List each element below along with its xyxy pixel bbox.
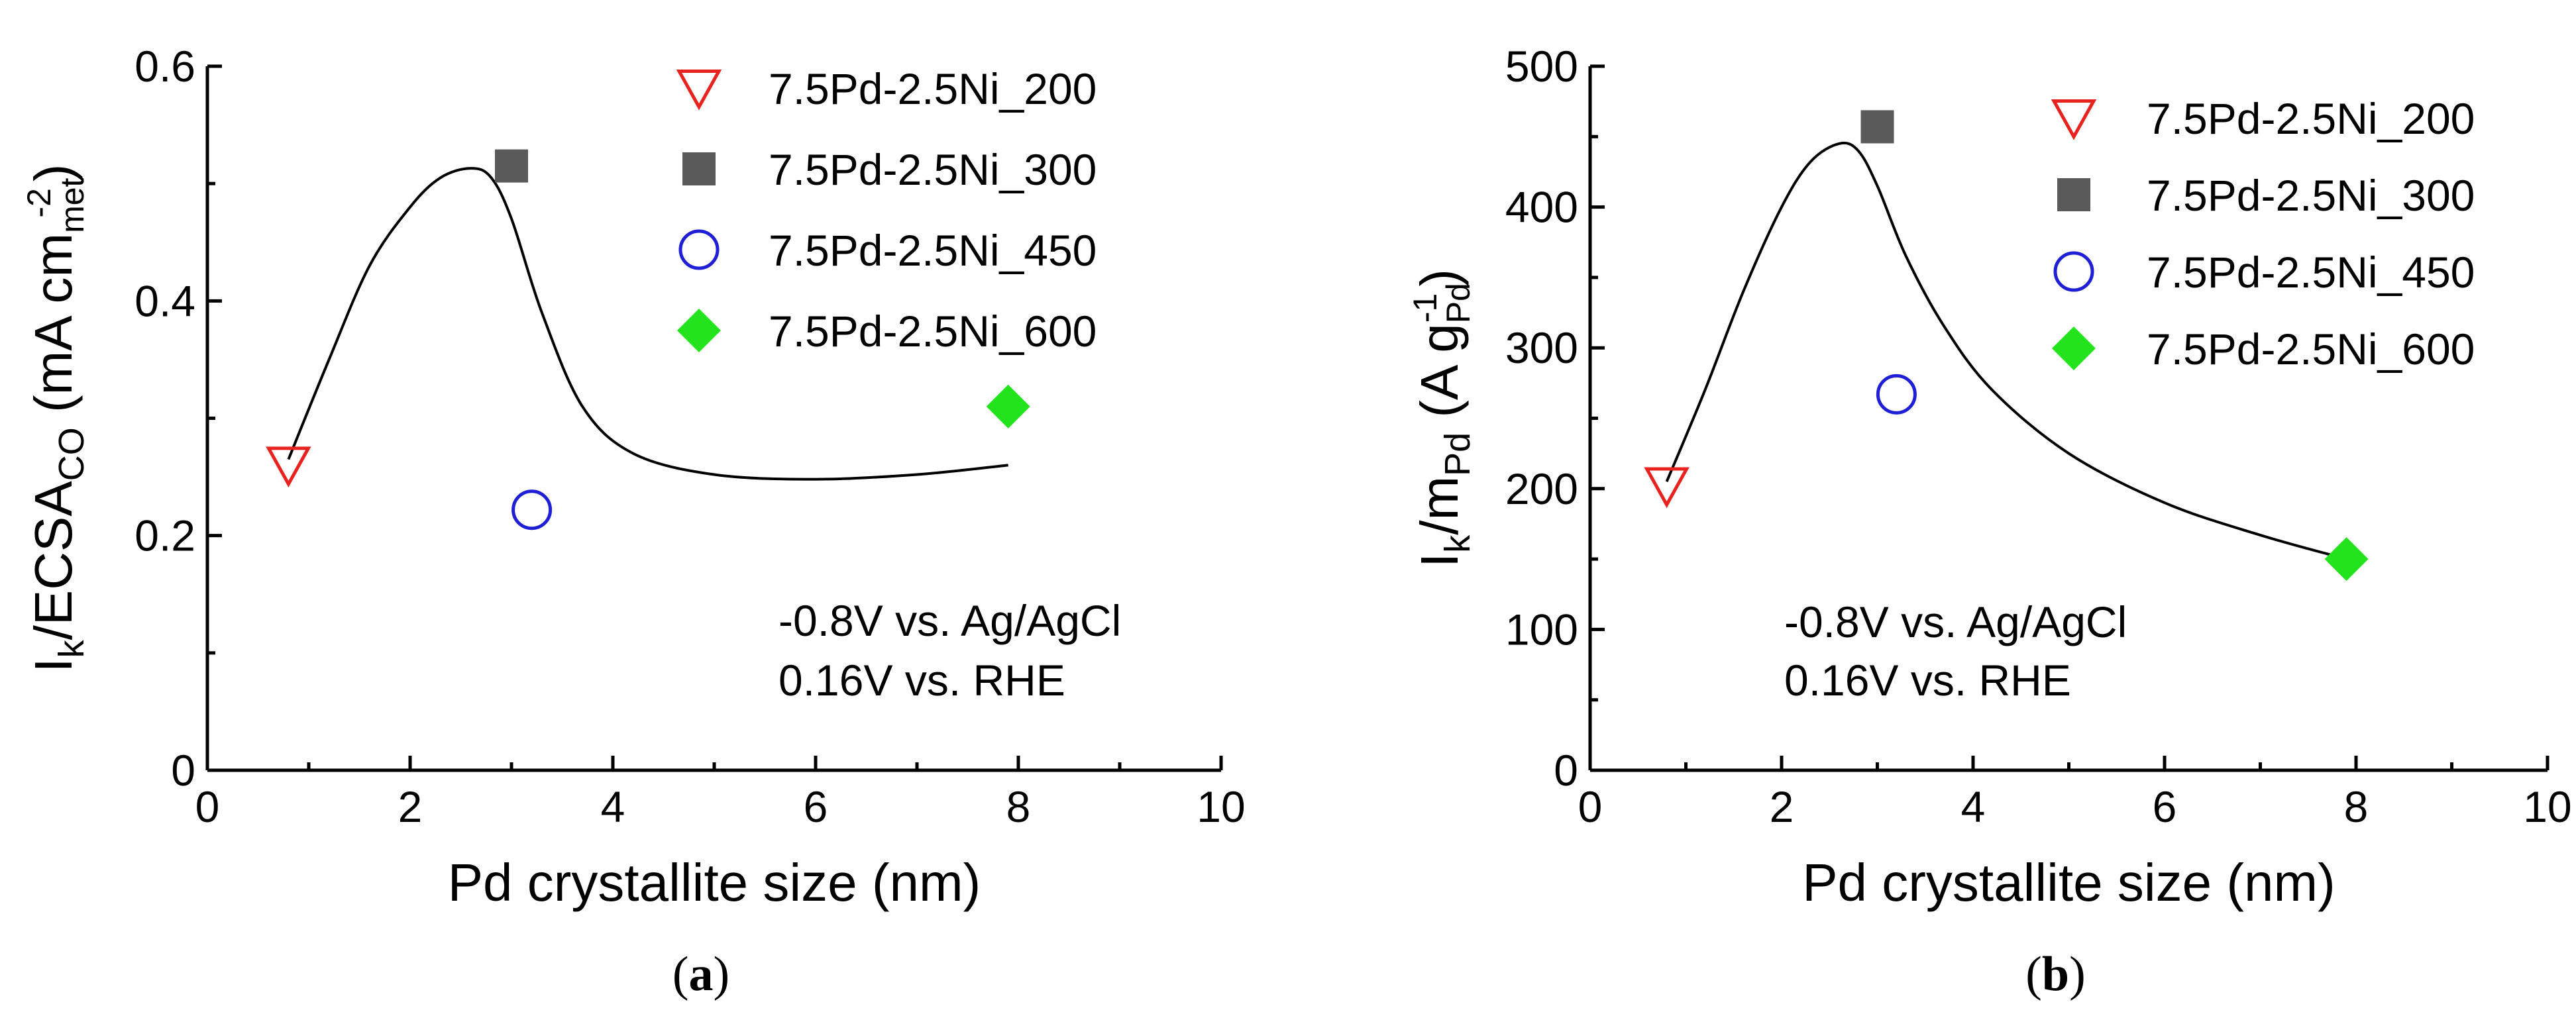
legend-label: 7.5Pd-2.5Ni_600 xyxy=(769,307,1097,356)
chart-panel-b: 0 2 4 6 8 1001002003004005007.5Pd-2.5Ni_2007.… xyxy=(1407,42,2572,1001)
x-tick-label: 8 xyxy=(1006,782,1031,831)
x-tick-label: 4 xyxy=(601,782,625,831)
legend-marker xyxy=(676,70,722,111)
legend-label: 7.5Pd-2.5Ni_450 xyxy=(2147,248,2475,297)
x-tick-label: 10 xyxy=(2523,782,2571,831)
legend-marker xyxy=(678,229,720,270)
y-axis-label: Ik/mPd (A gPd-1) xyxy=(1407,269,1477,568)
y-tick-label: 500 xyxy=(1505,42,1578,91)
panel-caption: (b) xyxy=(2025,947,2085,1001)
legend-marker xyxy=(2052,327,2096,370)
legend-label: 7.5Pd-2.5Ni_300 xyxy=(2147,171,2475,220)
y-tick-label: 300 xyxy=(1505,323,1578,372)
y-tick-label: 400 xyxy=(1505,183,1578,232)
data-point-7-5pd-2-5ni-450 xyxy=(1876,374,1917,415)
y-tick-label: 0 xyxy=(171,746,195,795)
y-tick-label: 0.2 xyxy=(134,511,195,560)
annotation-text: -0.8V vs. Ag/AgCl xyxy=(778,596,1121,645)
x-tick-label: 8 xyxy=(2344,782,2369,831)
legend-marker xyxy=(2057,178,2090,211)
legend-label: 7.5Pd-2.5Ni_200 xyxy=(769,64,1097,113)
legend: 7.5Pd-2.5Ni_200 7.5Pd-2.5Ni_300 7.5Pd-2.5N… xyxy=(2051,94,2475,374)
legend-marker xyxy=(677,309,721,352)
x-axis-label: Pd crystallite size (nm) xyxy=(1802,853,2335,912)
x-tick-label: 2 xyxy=(398,782,423,831)
annotation-text: 0.16V vs. RHE xyxy=(1784,656,2071,705)
data-point-7-5pd-2-5ni-200 xyxy=(1644,467,1690,509)
data-point-7-5pd-2-5ni-300 xyxy=(495,149,528,183)
data-point-7-5pd-2-5ni-300 xyxy=(1860,110,1894,144)
x-tick-label: 10 xyxy=(1197,782,1245,831)
data-point-7-5pd-2-5ni-450 xyxy=(511,489,553,531)
annotation-text: -0.8V vs. Ag/AgCl xyxy=(1784,597,2127,646)
legend-label: 7.5Pd-2.5Ni_600 xyxy=(2147,325,2475,374)
x-tick-label: 6 xyxy=(2153,782,2177,831)
legend-label: 7.5Pd-2.5Ni_450 xyxy=(769,226,1097,275)
annotation-text: 0.16V vs. RHE xyxy=(778,656,1065,705)
y-tick-label: 0 xyxy=(1554,746,1578,795)
fit-curve xyxy=(1665,141,2347,561)
x-axis-label: Pd crystallite size (nm) xyxy=(448,853,981,912)
legend-marker xyxy=(2053,251,2094,292)
x-tick-label: 4 xyxy=(1961,782,1986,831)
legend-marker xyxy=(682,152,716,185)
x-tick-label: 6 xyxy=(804,782,828,831)
legend-marker xyxy=(2051,99,2097,140)
y-tick-label: 0.4 xyxy=(134,276,195,325)
panel-caption: (a) xyxy=(672,947,729,1001)
y-axis-label: Ik/ECSACO (mA cmmet-2) xyxy=(21,164,91,672)
legend-label: 7.5Pd-2.5Ni_200 xyxy=(2147,94,2475,143)
x-tick-label: 0 xyxy=(195,782,220,831)
data-point-7-5pd-2-5ni-200 xyxy=(266,446,311,488)
x-tick-label: 2 xyxy=(1770,782,1794,831)
data-point-7-5pd-2-5ni-600 xyxy=(2324,537,2369,582)
fit-curve xyxy=(287,167,1008,481)
y-tick-label: 0.6 xyxy=(134,42,195,91)
data-point-7-5pd-2-5ni-600 xyxy=(986,384,1030,429)
x-tick-label: 0 xyxy=(1578,782,1603,831)
y-tick-label: 100 xyxy=(1505,605,1578,654)
legend: 7.5Pd-2.5Ni_200 7.5Pd-2.5Ni_300 7.5Pd-2.5N… xyxy=(676,64,1097,356)
legend-label: 7.5Pd-2.5Ni_300 xyxy=(769,145,1097,194)
y-tick-label: 200 xyxy=(1505,464,1578,513)
